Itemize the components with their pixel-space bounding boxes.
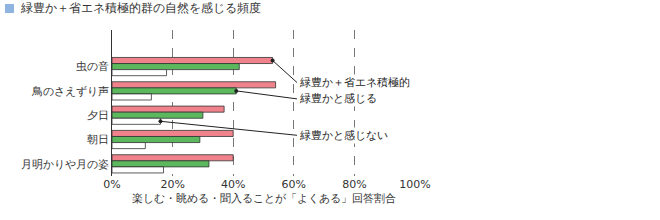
svg-text:楽しむ・眺める・聞入ることが「よくある」回答割合: 楽しむ・眺める・聞入ることが「よくある」回答割合 [132,192,396,205]
svg-text:80%: 80% [342,178,366,191]
svg-text:20%: 20% [160,178,184,191]
svg-text:夕日: 夕日 [87,109,109,122]
svg-text:緑豊かと感じない: 緑豊かと感じない [299,129,388,142]
svg-text:緑豊か＋省エネ積極的: 緑豊か＋省エネ積極的 [299,76,410,89]
svg-text:40%: 40% [221,178,245,191]
svg-text:朝日: 朝日 [87,133,109,146]
svg-text:鳥のさえずり声: 鳥のさえずり声 [31,85,109,98]
svg-text:60%: 60% [282,178,306,191]
svg-text:虫の音: 虫の音 [76,60,109,73]
svg-text:緑豊か＋省エネ積極的群の自然を感じる頻度: 緑豊か＋省エネ積極的群の自然を感じる頻度 [20,1,261,15]
svg-text:緑豊かと感じる: 緑豊かと感じる [299,92,377,105]
svg-text:月明かりや月の姿: 月明かりや月の姿 [21,158,109,171]
svg-text:100%: 100% [399,178,430,191]
svg-text:0%: 0% [103,178,120,191]
